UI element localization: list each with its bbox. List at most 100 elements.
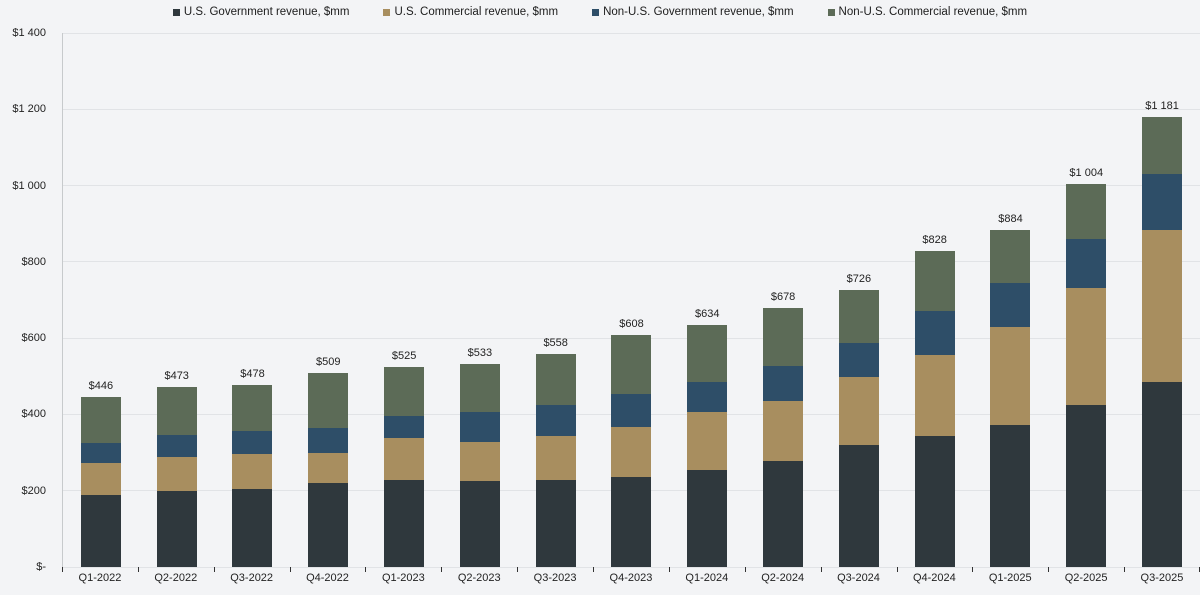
x-category-label: Q3-2024 xyxy=(837,572,880,584)
bar-segment xyxy=(1142,116,1183,174)
x-category-label: Q2-2024 xyxy=(761,572,805,584)
bar-total-label: $726 xyxy=(846,273,872,286)
y-tick-label: $600 xyxy=(21,332,46,345)
bar-total-label: $473 xyxy=(164,369,189,382)
bar-total-label: $509 xyxy=(316,355,341,368)
bar-segment xyxy=(687,470,728,567)
bar-segment xyxy=(611,476,652,567)
bar-segment xyxy=(80,494,121,567)
bar-segment xyxy=(1066,404,1107,567)
bar-segment xyxy=(308,453,349,484)
bar-segment xyxy=(611,394,652,427)
x-category-label: Q2-2022 xyxy=(154,572,198,584)
bar-cell: $1 004 xyxy=(1048,33,1124,567)
bar-stack xyxy=(156,386,197,567)
gridline xyxy=(63,566,1200,568)
x-tick-mark xyxy=(897,567,898,572)
bar-cell: $678 xyxy=(745,33,821,567)
bar-stack xyxy=(459,363,500,567)
y-axis-labels: $- $200 $400 $600 $800 $1 000 $1 200 $1 400 xyxy=(0,27,46,573)
plot-area: $446 $473 $478 $509 $525 $533 $558 $608 $634 $678… xyxy=(62,32,1200,568)
bar-segment xyxy=(80,396,121,443)
bar-segment xyxy=(838,444,879,567)
bar-stack xyxy=(1066,184,1107,567)
x-category-label: Q3-2022 xyxy=(230,572,274,584)
x-axis-ticks xyxy=(62,567,1200,572)
bar-segment xyxy=(611,426,652,477)
legend-label: Non-U.S. Commercial revenue, $mm xyxy=(838,6,1028,18)
x-category-label: Q1-2022 xyxy=(78,572,122,584)
gridline xyxy=(63,32,1200,34)
bar-segment xyxy=(1066,184,1107,240)
bar-segment xyxy=(687,411,728,471)
bar-segment xyxy=(763,401,804,461)
legend-swatch-icon xyxy=(172,8,180,16)
x-tick-mark xyxy=(745,567,746,572)
x-tick-mark xyxy=(62,567,63,572)
bar-segment xyxy=(459,363,500,412)
bar-stack xyxy=(535,354,576,567)
bar-total-label: $828 xyxy=(922,234,947,247)
bar-segment xyxy=(1066,239,1107,288)
x-category-label: Q1-2024 xyxy=(685,572,729,584)
bar-stack xyxy=(1142,116,1183,567)
bar-total-label: $525 xyxy=(391,349,417,362)
bar-total-label: $634 xyxy=(695,308,720,321)
bar-total-label: $678 xyxy=(770,291,796,304)
bar-segment xyxy=(384,366,425,416)
bar-segment xyxy=(308,372,349,428)
bar-segment xyxy=(535,354,576,406)
legend-swatch-icon xyxy=(592,8,600,16)
x-category-label: Q3-2023 xyxy=(533,572,577,584)
x-tick-mark xyxy=(138,567,139,572)
bar-segment xyxy=(838,290,879,344)
bar-segment xyxy=(535,480,576,567)
x-tick-mark xyxy=(290,567,291,572)
x-tick-mark xyxy=(517,567,518,572)
x-category-label: Q1-2023 xyxy=(381,572,425,584)
bar-segment xyxy=(156,457,197,492)
y-tick-label: $1 000 xyxy=(12,179,46,192)
x-category-label: Q3-2025 xyxy=(1140,572,1184,584)
legend-label: Non-U.S. Government revenue, $mm xyxy=(603,6,794,18)
bar-segment xyxy=(611,335,652,395)
bar-segment xyxy=(384,480,425,567)
bar-segment xyxy=(763,308,804,367)
bar-stack xyxy=(990,229,1031,567)
bar-segment xyxy=(1142,381,1183,567)
bar-total-label: $533 xyxy=(467,346,493,359)
x-category-label: Q4-2024 xyxy=(912,572,956,584)
x-tick-mark xyxy=(972,567,973,572)
bar-segment xyxy=(687,381,728,412)
bar-segment xyxy=(763,366,804,402)
bar-segment xyxy=(232,489,273,567)
bar-segment xyxy=(687,325,728,382)
bar-segment xyxy=(459,441,500,482)
gridline xyxy=(63,261,1200,263)
bar-stack xyxy=(914,251,955,567)
bar-total-label: $478 xyxy=(240,367,265,380)
bar-segment xyxy=(990,229,1031,284)
x-tick-mark xyxy=(1124,567,1125,572)
bar-segment xyxy=(990,424,1031,567)
gridline xyxy=(63,108,1200,110)
legend-item: U.S. Commercial revenue, $mm xyxy=(383,6,558,18)
bar-segment xyxy=(156,386,197,436)
gridline xyxy=(63,185,1200,187)
x-tick-mark xyxy=(669,567,670,572)
bar-segment xyxy=(384,415,425,438)
bar-cell: $608 xyxy=(594,33,670,567)
bar-total-label: $1 181 xyxy=(1145,99,1179,112)
bar-segment xyxy=(232,430,273,455)
x-axis-labels: Q1-2022 Q2-2022 Q3-2022 Q4-2022 Q1-2023 Q2-20… xyxy=(62,572,1200,584)
x-tick-mark xyxy=(365,567,366,572)
bar-cell: $828 xyxy=(897,33,973,567)
bar-stack xyxy=(80,396,121,567)
x-category-label: Q2-2025 xyxy=(1064,572,1108,584)
bar-segment xyxy=(990,283,1031,328)
bar-cell: $1 181 xyxy=(1124,33,1200,567)
x-tick-mark xyxy=(593,567,594,572)
bar-cell: $884 xyxy=(973,33,1049,567)
bars-row: $446 $473 $478 $509 $525 $533 $558 $608 $634 $678… xyxy=(63,33,1200,567)
